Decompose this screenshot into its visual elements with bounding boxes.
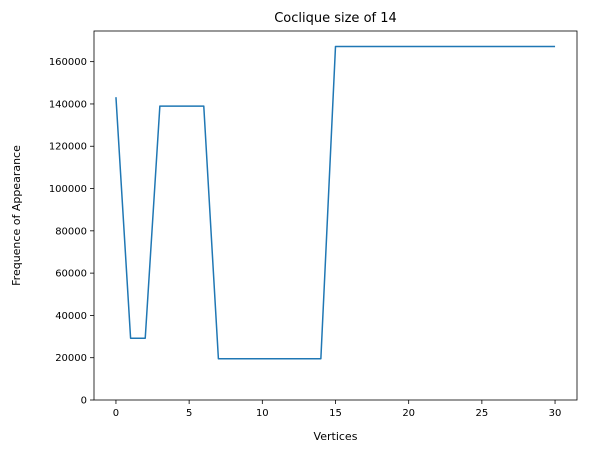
x-tick-label: 0 <box>113 408 119 419</box>
x-tick-label: 5 <box>186 408 192 419</box>
x-tick-label: 30 <box>549 408 562 419</box>
y-tick-label: 120000 <box>49 142 87 153</box>
series-line-0 <box>115 45 556 360</box>
y-tick-label: 80000 <box>55 226 87 237</box>
y-tick-label: 0 <box>81 396 87 407</box>
y-axis-ticks: 0 20000 40000 60000 80000 100000 120000 140000 1… <box>49 57 94 407</box>
chart-title: Coclique size of 14 <box>274 11 397 26</box>
y-tick-label: 60000 <box>55 269 87 280</box>
x-tick-label: 10 <box>256 408 269 419</box>
x-axis-label: Vertices <box>314 430 358 443</box>
x-tick-label: 20 <box>402 408 415 419</box>
y-tick-label: 40000 <box>55 311 87 322</box>
series-group <box>115 45 556 360</box>
plot-frame <box>93 30 578 401</box>
x-tick-label: 25 <box>475 408 488 419</box>
y-tick-label: 160000 <box>49 57 87 68</box>
y-tick-label: 140000 <box>49 99 87 110</box>
y-tick-label: 100000 <box>49 184 87 195</box>
x-tick-label: 15 <box>329 408 342 419</box>
y-axis-label: Frequence of Appearance <box>10 145 23 286</box>
y-tick-label: 20000 <box>55 353 87 364</box>
x-axis-ticks: 0 5 10 15 20 25 30 <box>113 400 562 419</box>
